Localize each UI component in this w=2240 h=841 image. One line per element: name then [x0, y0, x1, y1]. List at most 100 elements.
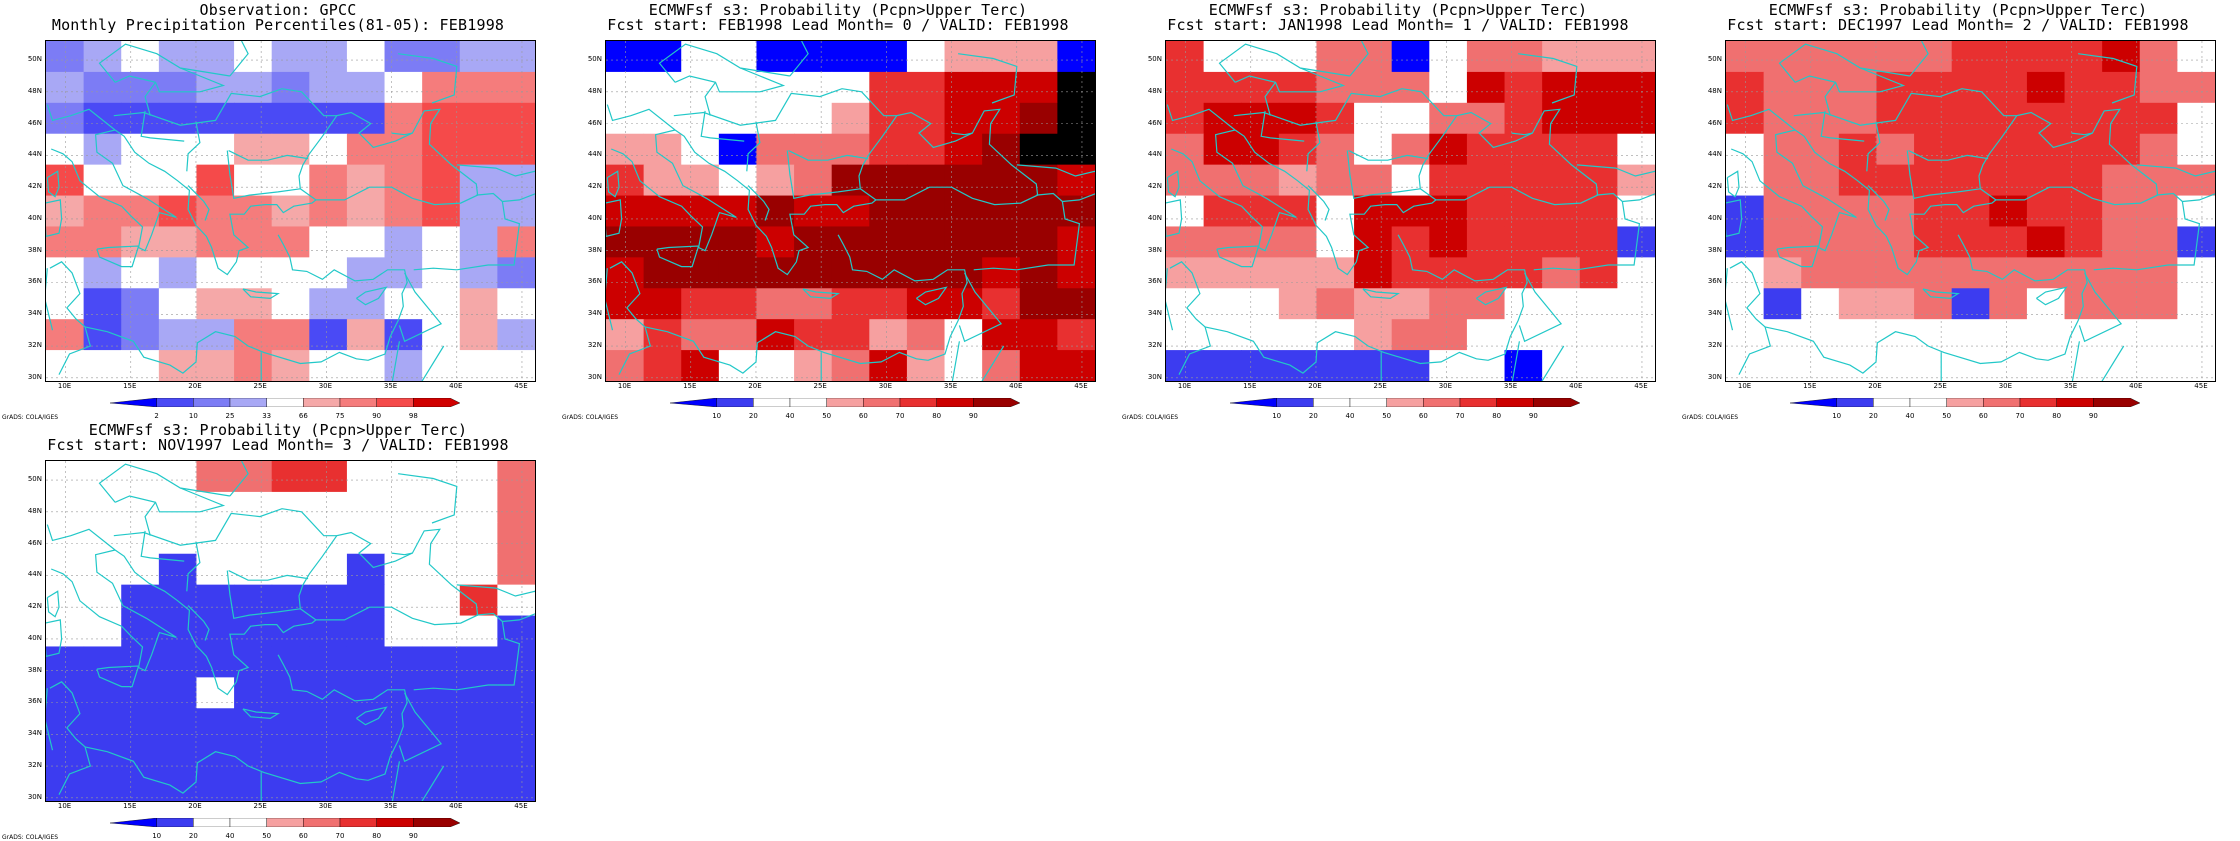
grid-cell — [906, 102, 946, 135]
grid-cell — [1466, 102, 1506, 135]
colorbar-label: 20 — [188, 832, 198, 840]
coastline — [1533, 201, 1641, 271]
grid-cell — [831, 102, 870, 135]
grid-cell — [1316, 226, 1355, 258]
grid-cell — [869, 226, 908, 258]
grid-cell — [1876, 288, 1915, 320]
lat-tick-label: 38N — [1707, 245, 1722, 254]
grid-cell — [1763, 350, 1802, 381]
coastline — [1348, 150, 1429, 161]
grid-cell — [346, 71, 386, 104]
grid-cell — [83, 491, 122, 524]
grid-cell — [384, 677, 423, 709]
grid-cell — [906, 319, 946, 351]
grid-cell — [1391, 71, 1430, 104]
coastline — [1511, 341, 1565, 381]
grid-cell — [1504, 257, 1543, 289]
grid-cell — [234, 288, 273, 320]
colorbar — [1790, 398, 2140, 407]
coastline — [391, 761, 445, 801]
grid-cell — [234, 522, 273, 555]
grid-cell — [1166, 164, 1205, 197]
colorbar-segment — [826, 398, 864, 407]
coastline — [618, 326, 652, 375]
grid-cell — [1466, 319, 1506, 351]
grid-cell — [643, 133, 682, 166]
grid-cell — [422, 491, 461, 524]
colorbar-segment — [1496, 398, 1534, 407]
grid-cell — [234, 350, 273, 381]
grid-cell — [497, 257, 535, 289]
lon-tick-label: 20E — [1868, 382, 1882, 390]
grid-cell — [606, 226, 645, 258]
grid-cell — [309, 522, 348, 555]
grid-cell — [1838, 226, 1877, 258]
grid-cell — [1166, 195, 1205, 227]
grid-cell — [681, 164, 720, 197]
grid-cell — [1951, 71, 1990, 104]
coastline — [186, 121, 201, 172]
lat-tick-label: 44N — [1707, 150, 1722, 159]
grid-cell — [643, 195, 682, 227]
lon-tick-label: 20E — [1308, 382, 1322, 390]
coastline — [113, 88, 337, 126]
grid-cell — [1241, 226, 1280, 258]
coastline — [46, 268, 54, 331]
lat-tick-label: 34N — [1147, 309, 1162, 318]
grid-cell — [1801, 257, 1840, 289]
lon-tick-label: 35E — [1503, 382, 1518, 390]
grid-cell — [234, 71, 273, 104]
grid-cell — [831, 350, 870, 381]
grid-cell — [1316, 288, 1355, 320]
coastline — [356, 286, 388, 306]
grid-cell — [1019, 350, 1058, 381]
grid-cell — [1391, 226, 1430, 258]
grid-cell — [1019, 319, 1058, 351]
grid-cell — [158, 770, 197, 801]
grads-credit: GrADS: COLA/IGES — [2, 834, 59, 841]
grid-cell — [756, 164, 795, 197]
grid-cell — [309, 770, 348, 801]
grid-cell — [1617, 319, 1655, 351]
grid-cell — [681, 226, 720, 258]
grid-cell — [459, 257, 498, 289]
grid-cell — [2177, 257, 2215, 289]
grid-cell — [1057, 71, 1095, 104]
grid-cell — [309, 41, 348, 73]
lat-tick-label: 40N — [27, 633, 42, 642]
grid-cell — [756, 288, 795, 320]
coastline — [1346, 150, 1421, 200]
lon-tick-label: 45E — [1634, 382, 1648, 390]
colorbar-label: 60 — [1978, 412, 1988, 420]
grid-cell — [1542, 71, 1581, 104]
grid-cell — [756, 226, 795, 258]
grid-cell — [1763, 226, 1802, 258]
grid-cell — [1542, 350, 1581, 381]
lon-tick-label: 15E — [1803, 382, 1817, 390]
grid-cell — [1316, 164, 1355, 197]
lon-tick-label: 40E — [1569, 382, 1583, 390]
lat-tick-label: 36N — [587, 277, 602, 286]
grid-cell — [1801, 350, 1840, 381]
grid-cell — [121, 708, 160, 740]
grid-cell — [497, 770, 535, 801]
colorbar-segment — [156, 818, 194, 827]
grid-cell — [944, 164, 983, 197]
lat-tick-label: 30N — [1707, 372, 1722, 381]
lat-tick-label: 30N — [587, 372, 602, 381]
grid-cell — [1466, 41, 1506, 73]
grid-cell — [46, 195, 85, 227]
grid-cell — [384, 164, 423, 197]
colorbar-segment — [413, 818, 460, 827]
grid-cell — [1429, 133, 1468, 166]
colorbar-segment — [303, 818, 341, 827]
grid-cell — [2102, 164, 2141, 197]
grid-cell — [681, 350, 720, 381]
lon-tick-label: 35E — [943, 382, 958, 390]
grid-cell — [794, 71, 833, 104]
colorbar-segment — [1983, 398, 2021, 407]
map-plot — [605, 40, 1096, 382]
colorbar — [110, 398, 460, 407]
colorbar-label: 10 — [1272, 412, 1282, 420]
grid-cell — [756, 102, 795, 135]
